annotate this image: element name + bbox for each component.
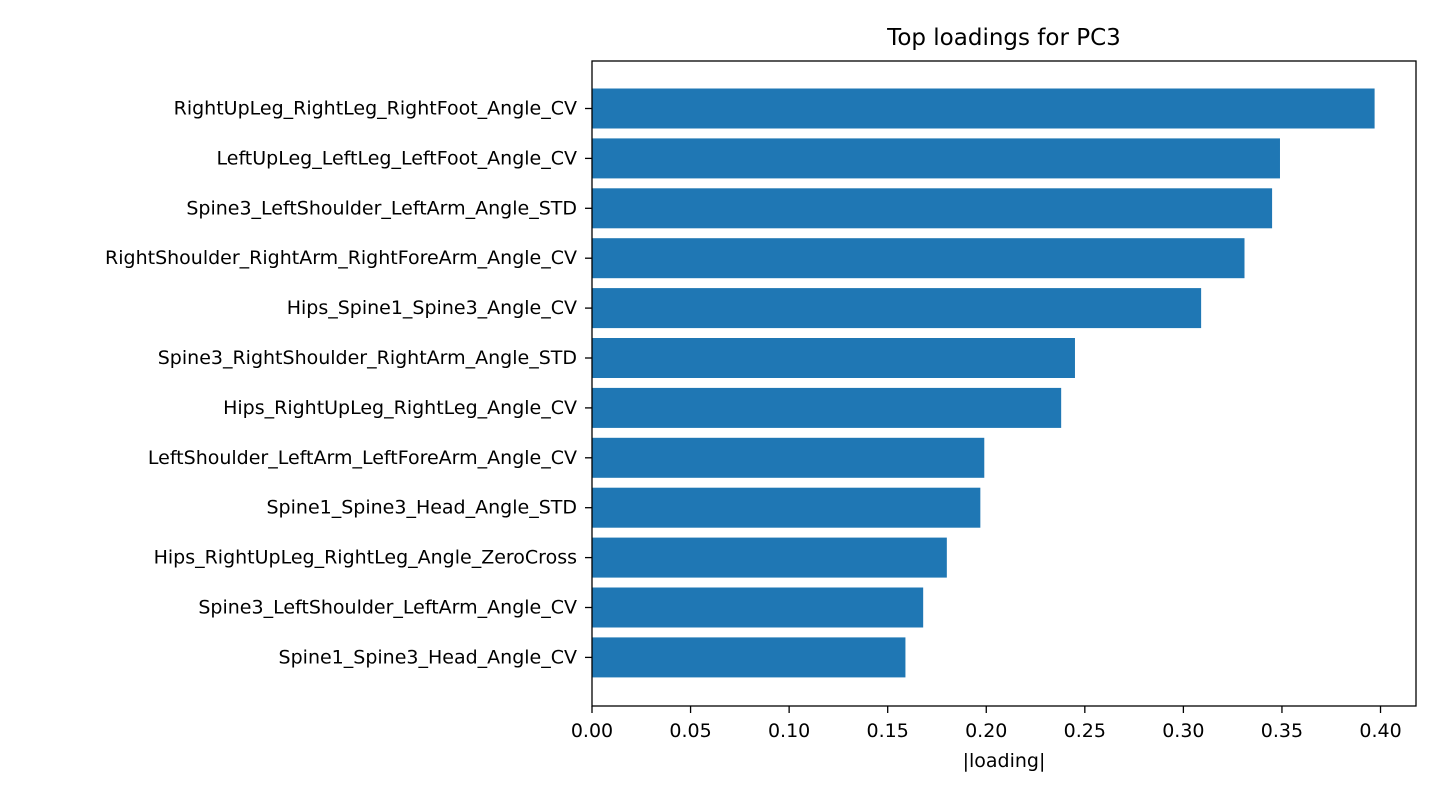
bar (592, 138, 1280, 179)
x-tick-label: 0.35 (1261, 720, 1303, 742)
x-tick-label: 0.30 (1162, 720, 1204, 742)
bar (592, 238, 1245, 279)
bar (592, 487, 981, 528)
y-tick-label: RightShoulder_RightArm_RightForeArm_Angl… (105, 247, 577, 269)
bar (592, 338, 1075, 378)
x-tick-label: 0.05 (669, 720, 711, 742)
y-tick-label: Spine3_RightShoulder_RightArm_Angle_STD (158, 347, 577, 369)
x-axis-label: |loading| (963, 750, 1046, 772)
y-tick-label: RightUpLeg_RightLeg_RightFoot_Angle_CV (174, 98, 577, 120)
y-tick-label: Spine3_LeftShoulder_LeftArm_Angle_CV (198, 597, 577, 619)
bar (592, 437, 985, 478)
plot-frame (591, 60, 1417, 707)
x-tick-label: 0.40 (1359, 720, 1401, 742)
y-tick-label: Spine3_LeftShoulder_LeftArm_Angle_STD (186, 197, 577, 219)
bar (592, 188, 1273, 229)
bar (592, 637, 906, 678)
bar (592, 387, 1062, 428)
bar (592, 537, 947, 578)
x-tick-label: 0.25 (1064, 720, 1106, 742)
y-tick-label: Hips_Spine1_Spine3_Angle_CV (287, 297, 577, 319)
y-tick-label: Hips_RightUpLeg_RightLeg_Angle_CV (223, 397, 577, 419)
x-axis-ticks: 0.00 0.05 0.10 0.15 0.20 0.25 0.30 0.35 0.40 (571, 706, 1402, 742)
y-tick-label: Hips_RightUpLeg_RightLeg_Angle_ZeroCross (154, 547, 577, 569)
y-axis-ticks: RightUpLeg_RightLeg_RightFoot_Angle_CV Le… (105, 98, 592, 668)
y-tick-label: Spine1_Spine3_Head_Angle_STD (267, 497, 578, 519)
chart-title: Top loadings for PC3 (886, 25, 1121, 51)
x-tick-label: 0.00 (571, 720, 613, 742)
bar (592, 587, 924, 628)
y-tick-label: LeftShoulder_LeftArm_LeftForeArm_Angle_C… (148, 447, 577, 469)
bar (592, 288, 1202, 329)
y-tick-label: Spine1_Spine3_Head_Angle_CV (279, 646, 577, 668)
bars-layer (592, 88, 1375, 678)
x-tick-label: 0.15 (867, 720, 909, 742)
x-tick-label: 0.20 (965, 720, 1007, 742)
y-tick-label: LeftUpLeg_LeftLeg_LeftFoot_Angle_CV (217, 147, 578, 169)
bar (592, 88, 1375, 129)
x-tick-label: 0.10 (768, 720, 810, 742)
